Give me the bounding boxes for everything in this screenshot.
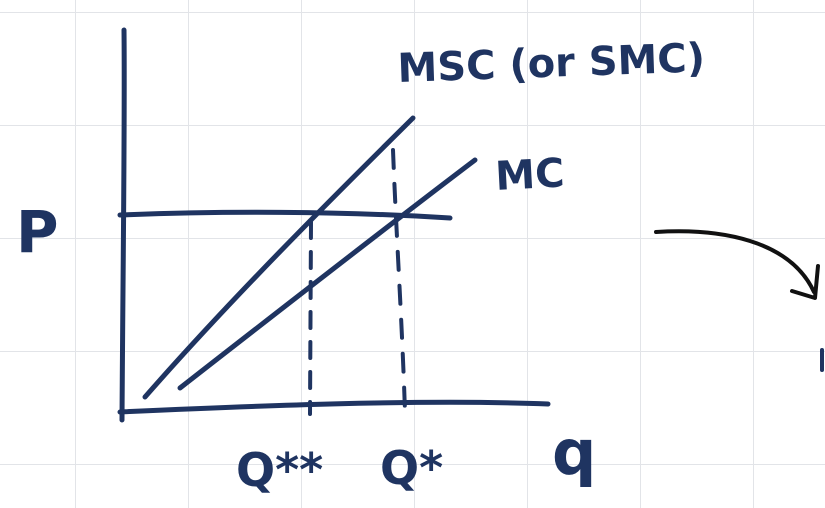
dashed-line-q-social — [308, 220, 313, 416]
label-x-axis-q: q — [552, 416, 596, 489]
label-msc-curve: MSC (or SMC) — [397, 35, 706, 92]
dashed-line-q-market — [391, 148, 407, 414]
arrow-head-icon — [790, 264, 820, 300]
label-y-axis-p: P — [16, 198, 59, 266]
label-mc-curve: MC — [494, 150, 565, 200]
label-q-social-optimum: Q** — [236, 443, 323, 497]
y-axis — [119, 27, 127, 423]
label-q-market: Q* — [380, 441, 443, 495]
x-axis — [117, 399, 551, 415]
msc-curve — [142, 115, 416, 400]
mc-curve — [177, 157, 478, 391]
arrow-stroke — [654, 229, 816, 294]
